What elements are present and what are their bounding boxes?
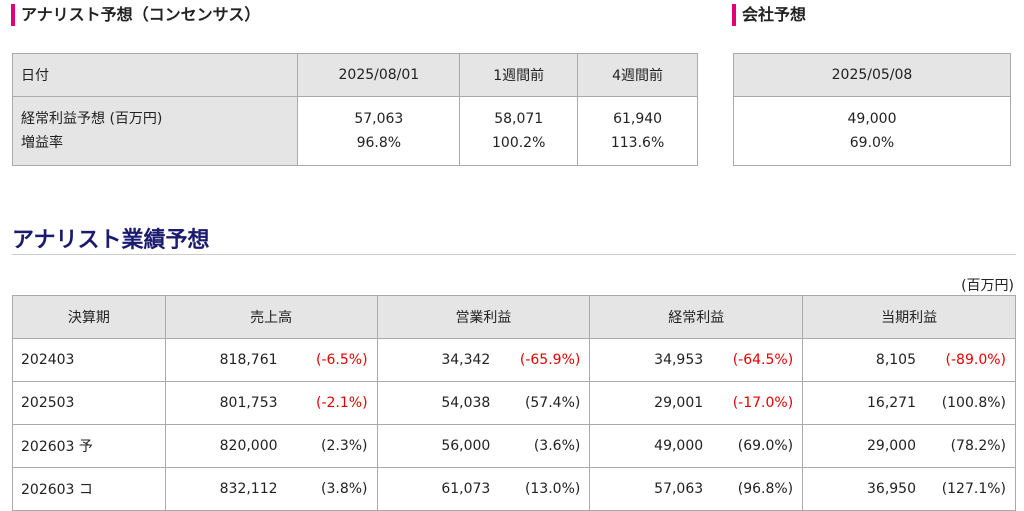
operating-profit-value: 56,000	[441, 438, 491, 454]
period-cell: 202603 コ	[12, 467, 166, 511]
net-profit-cell: 36,950 (127.1%)	[802, 467, 1016, 511]
period-cell: 202503	[12, 381, 166, 425]
operating-profit-value: 61,073	[441, 481, 491, 497]
operating-profit-cell: 34,342 (-65.9%)	[376, 338, 591, 382]
consensus-rate: 100.2%	[492, 135, 546, 151]
operating-profit-value: 54,038	[441, 395, 491, 411]
unit-label: (百万円)	[961, 278, 1014, 294]
ordinary-profit-cell: 29,001 (-17.0%)	[589, 381, 804, 425]
consensus-value: 58,071	[494, 111, 544, 127]
sales-value: 818,761	[219, 352, 278, 368]
net-profit-value: 16,271	[867, 395, 916, 411]
operating-profit-value: 34,342	[441, 352, 491, 368]
table-row: 202503 801,753 (-2.1%) 54,038 (57.4%) 29,001 (…	[12, 381, 1016, 425]
performance-table: 決算期 売上高 営業利益 経常利益 当期利益 202403 818,761 (-6.…	[12, 295, 1016, 511]
net-profit-cell: 16,271 (100.8%)	[802, 381, 1016, 425]
ordinary-profit-value: 34,953	[654, 352, 704, 368]
performance-title: アナリスト業績予想	[12, 228, 210, 253]
net-profit-change: (100.8%)	[941, 395, 1006, 411]
company-values: 49,000 69.0%	[733, 96, 1011, 166]
net-profit-change: (127.1%)	[941, 481, 1006, 497]
sales-change: (2.3%)	[321, 438, 368, 454]
table-row: 202403 818,761 (-6.5%) 34,342 (-65.9%) 34,953…	[12, 338, 1016, 382]
header-net-profit: 当期利益	[802, 295, 1016, 339]
consensus-4week: 61,940 113.6%	[577, 96, 698, 166]
net-profit-change: (-89.0%)	[945, 352, 1006, 368]
operating-profit-change: (57.4%)	[524, 395, 581, 411]
header-4week: 4週間前	[577, 53, 698, 97]
sales-change: (-2.1%)	[315, 395, 368, 411]
consensus-title: アナリスト予想（コンセンサス）	[11, 4, 260, 26]
sales-value: 832,112	[219, 481, 278, 497]
consensus-rate: 113.6%	[610, 135, 665, 151]
ordinary-profit-value: 49,000	[654, 438, 704, 454]
header-sales: 売上高	[164, 295, 378, 339]
ordinary-profit-change: (96.8%)	[737, 481, 794, 497]
operating-profit-change: (13.0%)	[524, 481, 581, 497]
company-forecast-title: 会社予想	[732, 4, 806, 26]
label-growth-rate: 増益率	[21, 135, 63, 151]
sales-cell: 801,753 (-2.1%)	[164, 381, 378, 425]
operating-profit-change: (-65.9%)	[519, 352, 581, 368]
ordinary-profit-cell: 57,063 (96.8%)	[589, 467, 804, 511]
consensus-rate: 96.8%	[356, 135, 402, 151]
ordinary-profit-change: (69.0%)	[737, 438, 794, 454]
header-ordinary-profit: 経常利益	[589, 295, 804, 339]
operating-profit-cell: 56,000 (3.6%)	[376, 424, 591, 468]
net-profit-cell: 29,000 (78.2%)	[802, 424, 1016, 468]
period-cell: 202403	[12, 338, 166, 382]
label-ordinary-profit: 経常利益予想 (百万円)	[21, 111, 163, 127]
sales-value: 820,000	[219, 438, 278, 454]
operating-profit-cell: 54,038 (57.4%)	[376, 381, 591, 425]
consensus-value: 57,063	[354, 111, 404, 127]
ordinary-profit-value: 57,063	[654, 481, 704, 497]
operating-profit-cell: 61,073 (13.0%)	[376, 467, 591, 511]
net-profit-value: 36,950	[867, 481, 916, 497]
consensus-table: 日付 2025/08/01 1週間前 4週間前 経常利益予想 (百万円) 増益率…	[11, 53, 698, 166]
sales-cell: 820,000 (2.3%)	[164, 424, 378, 468]
company-date: 2025/05/08	[733, 53, 1011, 97]
consensus-1week: 58,071 100.2%	[459, 96, 579, 166]
sales-value: 801,753	[219, 395, 278, 411]
header-1week: 1週間前	[459, 53, 579, 97]
net-profit-change: (78.2%)	[950, 438, 1006, 454]
header-operating-profit: 営業利益	[376, 295, 591, 339]
ordinary-profit-change: (-17.0%)	[732, 395, 794, 411]
ordinary-profit-value: 29,001	[654, 395, 704, 411]
net-profit-value: 8,105	[875, 352, 916, 368]
company-rate: 69.0%	[849, 135, 895, 151]
header-period: 決算期	[12, 295, 166, 339]
consensus-current: 57,063 96.8%	[297, 96, 461, 166]
net-profit-cell: 8,105 (-89.0%)	[802, 338, 1016, 382]
header-current: 2025/08/01	[297, 53, 461, 97]
consensus-row-labels: 経常利益予想 (百万円) 増益率	[11, 96, 299, 166]
divider	[12, 254, 1016, 255]
period-cell: 202603 予	[12, 424, 166, 468]
ordinary-profit-cell: 34,953 (-64.5%)	[589, 338, 804, 382]
company-forecast-table: 2025/05/08 49,000 69.0%	[733, 53, 1011, 166]
table-row: 202603 予 820,000 (2.3%) 56,000 (3.6%) 49,000 (…	[12, 424, 1016, 468]
ordinary-profit-change: (-64.5%)	[732, 352, 794, 368]
header-date: 日付	[11, 53, 299, 97]
ordinary-profit-cell: 49,000 (69.0%)	[589, 424, 804, 468]
sales-cell: 832,112 (3.8%)	[164, 467, 378, 511]
sales-change: (-6.5%)	[315, 352, 368, 368]
consensus-value: 61,940	[613, 111, 663, 127]
sales-cell: 818,761 (-6.5%)	[164, 338, 378, 382]
table-row: 202603 コ 832,112 (3.8%) 61,073 (13.0%) 57,063…	[12, 467, 1016, 511]
operating-profit-change: (3.6%)	[533, 438, 581, 454]
company-value: 49,000	[847, 111, 897, 127]
net-profit-value: 29,000	[867, 438, 916, 454]
sales-change: (3.8%)	[321, 481, 368, 497]
